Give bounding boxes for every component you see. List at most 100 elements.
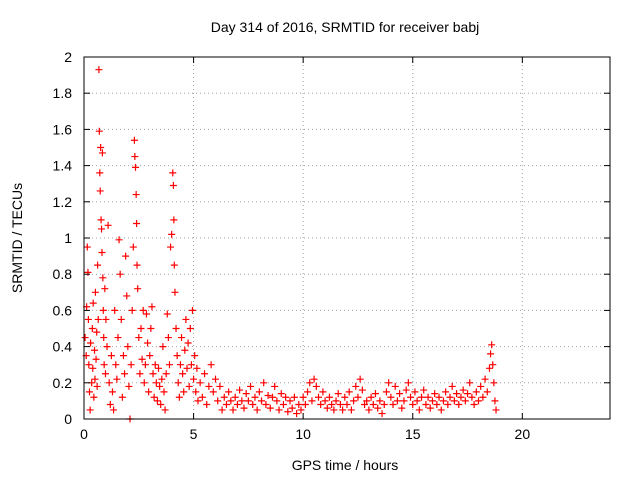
data-point: [186, 325, 194, 332]
data-point: [363, 397, 371, 405]
data-point: [286, 397, 294, 405]
data-point: [205, 382, 213, 390]
data-point: [260, 379, 268, 387]
data-point: [433, 401, 441, 409]
data-point: [118, 393, 126, 401]
data-point: [130, 136, 138, 144]
data-point: [131, 153, 139, 161]
data-point: [178, 334, 186, 342]
data-point: [415, 406, 423, 414]
data-point: [336, 401, 344, 409]
data-point: [470, 401, 478, 409]
data-point: [251, 393, 259, 401]
data-point: [103, 343, 111, 351]
y-tick-label: 0.6: [53, 302, 73, 318]
data-point: [350, 397, 358, 405]
data-point: [105, 379, 113, 387]
y-tick-label: 0: [64, 411, 72, 427]
data-point: [483, 388, 491, 396]
data-point: [222, 401, 230, 409]
data-point: [481, 375, 489, 383]
y-tick-label: 1: [64, 230, 72, 246]
data-point: [277, 390, 285, 398]
data-point: [100, 361, 108, 369]
data-point: [149, 370, 157, 378]
data-point: [94, 261, 102, 269]
data-point: [185, 382, 193, 390]
data-point: [168, 230, 176, 238]
data-point: [361, 401, 369, 409]
data-point: [156, 382, 164, 390]
data-point: [144, 339, 152, 347]
axes: [83, 56, 611, 420]
data-point: [138, 355, 146, 363]
y-tick-label: 0.8: [53, 266, 73, 282]
data-point: [358, 386, 366, 394]
data-point: [117, 315, 125, 323]
data-point: [85, 361, 93, 369]
data-point: [91, 288, 99, 296]
data-point: [188, 306, 196, 314]
data-point: [102, 315, 110, 323]
data-point: [273, 397, 281, 405]
data-point: [190, 375, 198, 383]
data-point: [268, 393, 276, 401]
data-point: [334, 390, 342, 398]
y-tick-label: 0.4: [53, 339, 73, 355]
data-point: [238, 397, 246, 405]
data-point: [113, 375, 121, 383]
data-point: [490, 379, 498, 387]
data-point: [114, 334, 122, 342]
x-tick-label: 15: [405, 426, 421, 442]
data-point: [171, 288, 179, 296]
data-point: [312, 382, 320, 390]
data-point: [174, 379, 182, 387]
data-point: [439, 397, 447, 405]
data-point: [485, 364, 493, 372]
data-point: [271, 382, 279, 390]
data-point: [137, 325, 145, 332]
data-point: [139, 306, 147, 314]
data-point: [124, 343, 132, 351]
data-point: [488, 341, 496, 349]
data-point: [247, 382, 255, 390]
data-point: [175, 393, 183, 401]
data-point: [161, 406, 169, 414]
data-point: [420, 386, 428, 394]
data-point: [426, 404, 434, 412]
data-point: [218, 406, 226, 414]
data-point: [153, 397, 161, 405]
data-point: [193, 364, 201, 372]
data-point: [214, 397, 222, 405]
data-point: [136, 370, 144, 378]
data-point: [170, 261, 178, 269]
data-point: [145, 388, 153, 396]
data-point: [86, 406, 94, 414]
data-point: [169, 169, 177, 177]
data-point: [345, 388, 353, 396]
data-point: [492, 406, 500, 414]
data-point: [101, 370, 109, 378]
data-point: [431, 390, 439, 398]
data-point: [158, 375, 166, 383]
data-point: [98, 225, 106, 233]
data-point: [319, 388, 327, 396]
data-point: [157, 401, 165, 409]
y-tick-label: 1.6: [53, 121, 73, 137]
y-axis-label: SRMTID / TECUs: [9, 183, 25, 293]
data-point: [173, 352, 181, 360]
data-point: [132, 191, 140, 199]
data-point: [196, 379, 204, 387]
data-point: [140, 379, 148, 387]
data-point: [290, 393, 298, 401]
data-point: [104, 221, 112, 229]
data-point: [227, 397, 235, 405]
data-point: [141, 361, 149, 369]
data-point: [376, 397, 384, 405]
data-point: [249, 401, 257, 409]
data-point: [380, 401, 388, 409]
data-point: [184, 339, 192, 347]
data-point: [164, 334, 172, 342]
data-point: [121, 370, 129, 378]
data-point: [310, 375, 318, 383]
